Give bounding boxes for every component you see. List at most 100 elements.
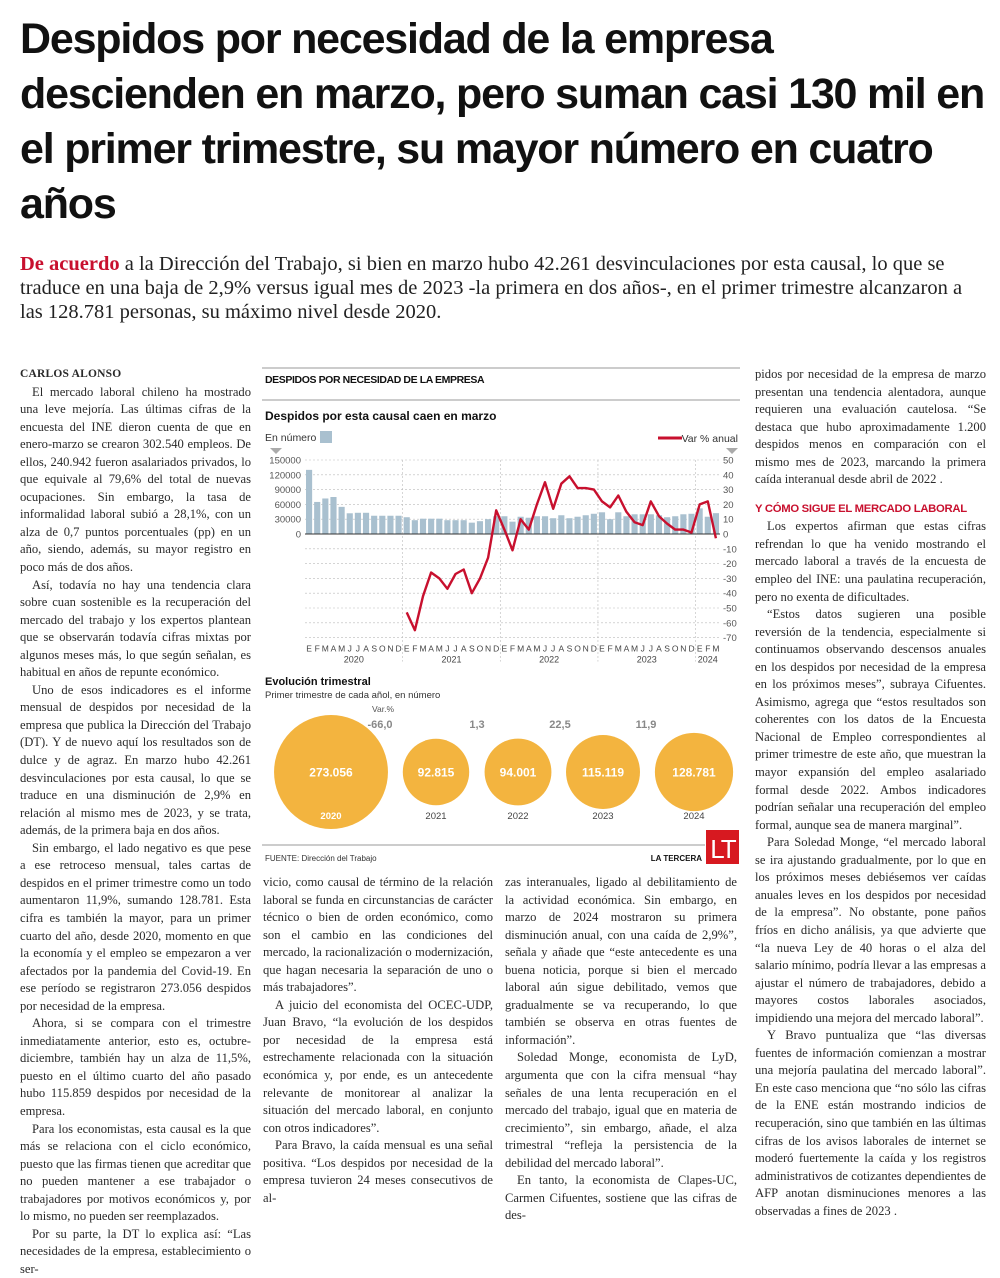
- month-label: O: [477, 644, 484, 654]
- paragraph: Uno de esos indicadores es el informe me…: [20, 682, 251, 838]
- byline: CARLOS ALONSO: [20, 368, 122, 380]
- bar: [476, 521, 484, 534]
- month-label: S: [371, 644, 377, 654]
- bar: [647, 514, 654, 534]
- bar: [419, 518, 427, 534]
- infographic: DESPIDOS POR NECESIDAD DE LA EMPRESA Des…: [262, 362, 740, 867]
- month-label: E: [599, 644, 605, 654]
- combo-chart: 150000 120000 90000 60000 30000 0 50 40 30 20 10 0 -…: [269, 456, 736, 665]
- left-tick-label: 60000: [275, 500, 301, 511]
- month-label: D: [396, 644, 402, 654]
- bar: [696, 508, 703, 534]
- bar: [493, 516, 500, 534]
- var-pct-value: -66,0: [367, 719, 392, 731]
- month-label: F: [412, 644, 417, 654]
- bar: [387, 515, 394, 534]
- month-label: O: [379, 644, 386, 654]
- bar: [607, 519, 614, 534]
- paragraph: vicio, como causal de término de la rela…: [263, 875, 493, 995]
- month-label: J: [649, 644, 653, 654]
- month-label: M: [533, 644, 540, 654]
- bar: [712, 513, 719, 534]
- article-column-1: CARLOS ALONSO El mercado laboral chileno…: [20, 366, 251, 1278]
- bar: [452, 520, 459, 534]
- right-tick-label: -70: [723, 633, 737, 644]
- month-label: O: [574, 644, 581, 654]
- bar: [509, 521, 516, 534]
- month-label: E: [404, 644, 410, 654]
- month-label: A: [428, 644, 434, 654]
- bar: [574, 516, 581, 534]
- headline: Despidos por necesidad de la empresa des…: [20, 15, 985, 228]
- right-tick-label: 20: [723, 500, 734, 511]
- bar: [672, 516, 679, 534]
- right-axis-arrow-icon: [726, 448, 738, 454]
- left-tick-label: 30000: [275, 515, 301, 526]
- month-label: M: [712, 644, 719, 654]
- month-label: J: [445, 644, 449, 654]
- bar: [566, 518, 573, 534]
- month-label: N: [583, 644, 589, 654]
- article-column-4: pidos por necesidad de la empresa de mar…: [755, 366, 986, 1220]
- chart2-title: Evolución trimestral: [265, 676, 371, 688]
- bubble-year: 2023: [592, 811, 613, 822]
- article-column-2: vicio, como causal de término de la rela…: [263, 874, 493, 1207]
- year-label: 2022: [539, 655, 559, 665]
- bar: [436, 518, 443, 534]
- bubble-year: 2021: [425, 811, 446, 822]
- paragraph: Para Bravo, la caída mensual es una seña…: [263, 1138, 493, 1205]
- bar: [485, 519, 492, 534]
- year-label: 2023: [637, 655, 657, 665]
- month-label: M: [631, 644, 638, 654]
- month-label: A: [331, 644, 337, 654]
- bar: [558, 515, 565, 534]
- month-label: D: [688, 644, 694, 654]
- bar: [655, 515, 663, 534]
- bar: [379, 515, 386, 534]
- month-label: E: [697, 644, 703, 654]
- paragraph: Soledad Monge, economista de LyD, argume…: [505, 1050, 737, 1170]
- bar: [590, 513, 597, 534]
- bubble-value: 273.056: [309, 766, 353, 780]
- month-label: J: [551, 644, 555, 654]
- month-label: M: [615, 644, 622, 654]
- var-pct-value: 11,9: [636, 719, 657, 731]
- bubble: [654, 732, 734, 812]
- bar: [501, 516, 508, 534]
- paragraph: El mercado laboral chileno ha mostrado u…: [20, 384, 251, 575]
- month-label: A: [461, 644, 467, 654]
- month-label: N: [485, 644, 491, 654]
- paragraph: Y Bravo puntualiza que “las diversas fue…: [755, 1028, 986, 1218]
- month-label: F: [705, 644, 710, 654]
- month-label: A: [624, 644, 630, 654]
- paragraph: Ahora, si se compara con el trimestre in…: [20, 1016, 251, 1118]
- bar: [306, 469, 313, 534]
- bar: [314, 501, 321, 534]
- bar: [533, 516, 540, 534]
- bubble-value: 94.001: [500, 766, 537, 780]
- year-label: 2024: [698, 655, 718, 665]
- month-label: F: [510, 644, 515, 654]
- right-tick-label: -40: [723, 589, 737, 600]
- bar: [460, 520, 467, 534]
- bubble: [274, 715, 388, 829]
- left-axis-arrow-icon: [270, 448, 282, 454]
- right-tick-label: -30: [723, 574, 737, 585]
- bubble: [566, 735, 640, 809]
- bubble-year: 2022: [507, 811, 528, 822]
- bar: [704, 516, 711, 534]
- bar: [444, 520, 451, 534]
- left-tick-label: 90000: [275, 485, 301, 496]
- bar: [615, 512, 622, 534]
- month-label: O: [672, 644, 679, 654]
- right-tick-label: -10: [723, 544, 737, 555]
- right-tick-label: 40: [723, 470, 734, 481]
- bar: [330, 497, 337, 534]
- bar: [468, 522, 475, 534]
- right-tick-label: -50: [723, 604, 737, 615]
- month-label: M: [338, 644, 345, 654]
- bar: [338, 506, 345, 534]
- month-label: D: [493, 644, 499, 654]
- lead-paragraph: De acuerdo a la Dirección del Trabajo, s…: [20, 252, 985, 324]
- month-label: J: [453, 644, 457, 654]
